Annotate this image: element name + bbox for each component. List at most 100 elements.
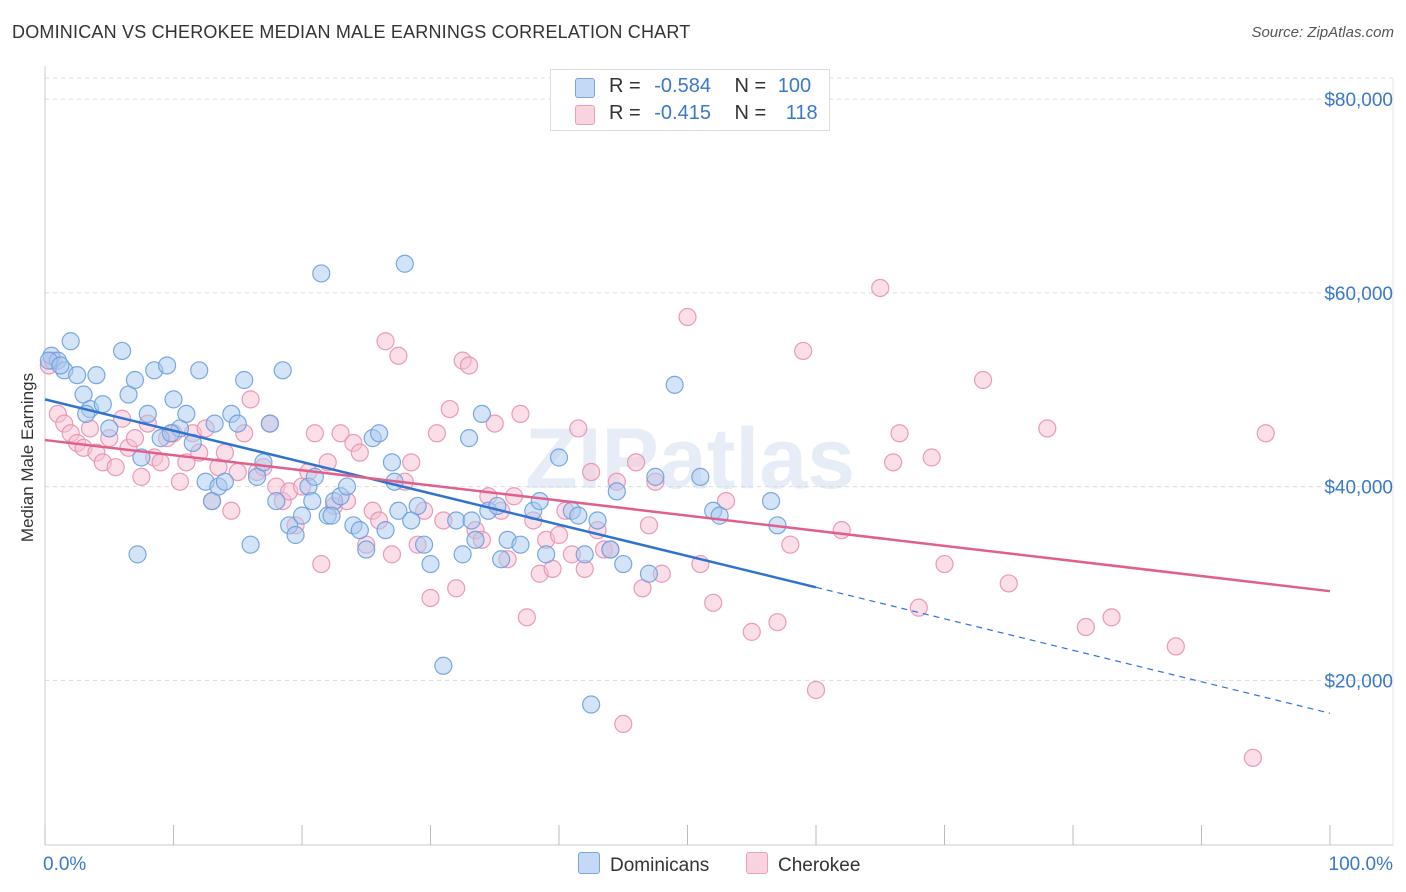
dominicans-legend-label: Dominicans bbox=[610, 855, 710, 876]
dominicans-point bbox=[350, 521, 369, 540]
cherokee-point bbox=[421, 588, 440, 608]
dominicans-point bbox=[177, 404, 196, 424]
cherokee-point bbox=[1256, 424, 1275, 443]
dominicans-point bbox=[132, 448, 151, 467]
cherokee-point bbox=[132, 467, 151, 486]
dominicans-point bbox=[273, 361, 292, 380]
dominicans-point bbox=[312, 264, 331, 283]
source-label: Source: ZipAtlas.com bbox=[1251, 24, 1394, 41]
dominicans-point bbox=[292, 506, 312, 525]
cherokee-point bbox=[305, 424, 324, 443]
correlation-legend: R = -0.584 N = 100 R = -0.415 N = 118 bbox=[550, 69, 830, 131]
cherokee-point bbox=[376, 332, 395, 351]
cherokee-point bbox=[742, 622, 761, 641]
cherokee-point bbox=[125, 429, 145, 448]
dominicans-point bbox=[205, 414, 224, 433]
dominicans-point bbox=[466, 530, 485, 549]
dominicans-point bbox=[376, 521, 395, 540]
cherokee-point bbox=[1102, 608, 1121, 627]
x-tick-label: 100.0% bbox=[1329, 854, 1394, 875]
dominicans-point bbox=[68, 366, 87, 385]
cherokee-n-value: 118 bbox=[785, 102, 818, 124]
dominicans-point bbox=[607, 482, 626, 501]
cherokee-legend-label: Cherokee bbox=[778, 855, 861, 876]
dominicans-n-value: 100 bbox=[777, 75, 812, 97]
cherokee-point bbox=[382, 545, 402, 564]
dominicans-point bbox=[190, 361, 209, 380]
cherokee-point bbox=[639, 516, 659, 535]
cherokee-point bbox=[440, 399, 459, 419]
dominicans-point bbox=[537, 545, 556, 564]
dominicans-point bbox=[511, 535, 530, 554]
cherokee-point bbox=[1038, 419, 1057, 438]
dominicans-point bbox=[549, 448, 569, 467]
dominicans-point bbox=[389, 501, 408, 520]
dominicans-point bbox=[286, 525, 305, 545]
dominicans-point bbox=[157, 356, 177, 375]
dominicans-point bbox=[138, 404, 157, 424]
dominicans-point bbox=[530, 491, 549, 511]
dominicans-point bbox=[125, 370, 145, 390]
y-axis-label: Median Male Earnings bbox=[18, 373, 37, 542]
cherokee-point bbox=[935, 554, 954, 574]
dominicans-swatch bbox=[575, 78, 595, 98]
y-tick-label: $20,000 bbox=[1324, 671, 1393, 692]
dominicans-point bbox=[408, 496, 427, 516]
dominicans-point bbox=[434, 656, 453, 675]
dominicans-point bbox=[370, 424, 389, 443]
dominicans-r-value: -0.584 bbox=[654, 75, 711, 97]
dominicans-point bbox=[601, 540, 620, 559]
cherokee-point bbox=[883, 453, 903, 472]
dominicans-point bbox=[254, 453, 273, 472]
dominicans-point bbox=[761, 491, 781, 511]
dominicans-point bbox=[414, 535, 434, 554]
dominicans-swatch bbox=[578, 852, 600, 874]
cherokee-point bbox=[890, 424, 909, 443]
dominicans-point bbox=[87, 366, 106, 385]
cherokee-point bbox=[427, 424, 447, 443]
cherokee-point bbox=[806, 680, 826, 700]
dominicans-point bbox=[646, 467, 665, 486]
cherokee-point bbox=[1166, 637, 1185, 656]
dominicans-point bbox=[322, 506, 341, 525]
dominicans-point bbox=[241, 535, 260, 554]
cherokee-point bbox=[106, 458, 125, 477]
dominicans-point bbox=[161, 424, 181, 443]
cherokee-point bbox=[215, 443, 234, 462]
dominicans-point bbox=[421, 554, 440, 574]
cherokee-point bbox=[704, 593, 723, 612]
cherokee-point bbox=[151, 453, 170, 472]
dominicans-point bbox=[453, 545, 472, 564]
dominicans-point bbox=[357, 540, 376, 559]
dominicans-point bbox=[575, 545, 594, 564]
series-legend-dominicans: Dominicans bbox=[578, 852, 709, 877]
dominicans-point bbox=[588, 511, 607, 530]
cherokee-point bbox=[222, 501, 241, 520]
dominicans-point bbox=[582, 695, 601, 714]
cherokee-point bbox=[973, 370, 993, 390]
dominicans-point bbox=[303, 491, 322, 511]
cherokee-point bbox=[549, 525, 569, 545]
cherokee-point bbox=[389, 346, 408, 365]
dominicans-point bbox=[260, 414, 279, 433]
dominicans-point bbox=[639, 564, 659, 583]
dominicans-point bbox=[51, 356, 70, 375]
legend-n-label: N = bbox=[734, 75, 767, 97]
cherokee-point bbox=[312, 554, 331, 574]
dominicans-point bbox=[569, 506, 588, 525]
legend-n-label: N = bbox=[734, 102, 767, 124]
cherokee-point bbox=[678, 307, 697, 327]
cherokee-point bbox=[241, 390, 260, 409]
cherokee-point bbox=[781, 535, 800, 554]
dominicans-point bbox=[100, 419, 119, 438]
dominicans-point bbox=[61, 332, 80, 351]
dominicans-point bbox=[235, 370, 254, 390]
legend-r-label: R = bbox=[609, 75, 641, 97]
cherokee-point bbox=[922, 448, 941, 467]
dominicans-point bbox=[691, 467, 710, 486]
dominicans-point bbox=[459, 429, 479, 448]
legend-r-label: R = bbox=[609, 102, 641, 124]
cherokee-point bbox=[331, 424, 350, 443]
cherokee-point bbox=[170, 472, 190, 491]
